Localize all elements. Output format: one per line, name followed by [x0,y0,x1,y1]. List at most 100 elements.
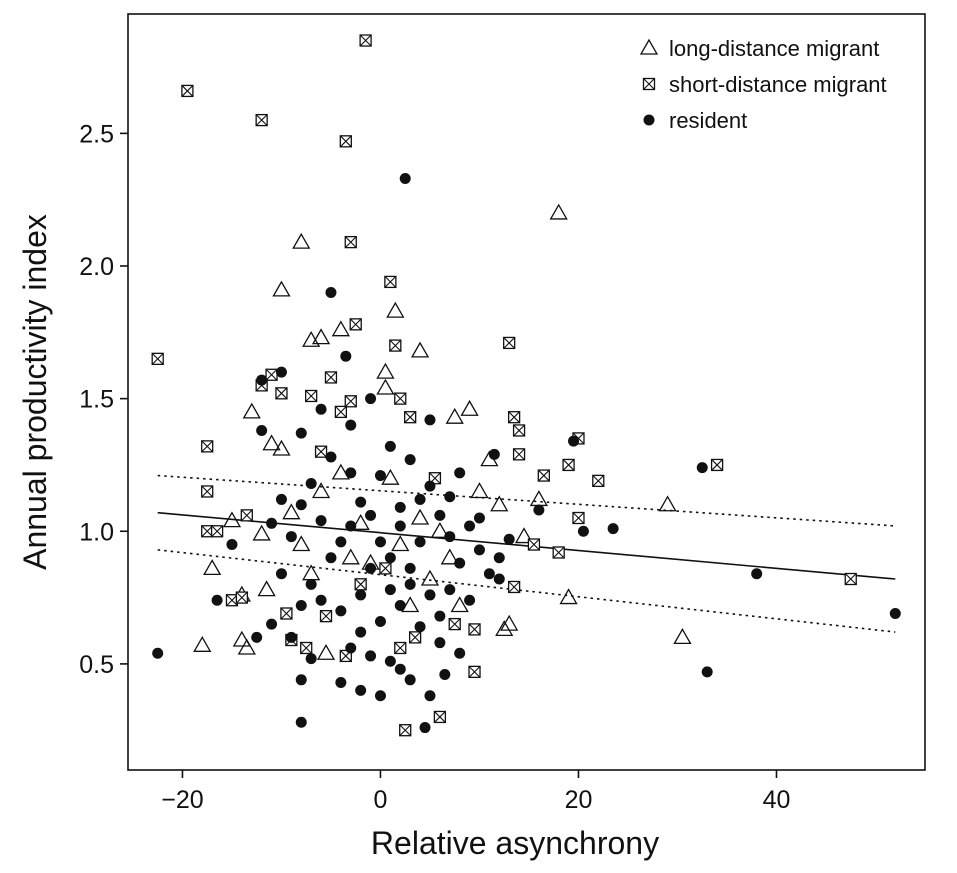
y-tick-label: 1.5 [79,386,114,414]
short-distance-point [385,276,396,287]
short-distance-point [340,136,351,147]
legend-marker [644,79,655,90]
resident-point [325,451,336,462]
resident-point [400,173,411,184]
resident-point [434,637,445,648]
short-distance-point [281,608,292,619]
long-distance-point [377,380,393,394]
resident-point [454,558,465,569]
long-distance-point [491,497,507,511]
plot-frame [128,14,925,770]
resident-point [152,648,163,659]
resident-point [474,544,485,555]
short-distance-point [573,513,584,524]
resident-point [212,595,223,606]
resident-point [375,616,386,627]
resident-point [415,621,426,632]
resident-point [306,653,317,664]
short-distance-point [593,475,604,486]
resident-point [424,481,435,492]
resident-point [256,425,267,436]
long-distance-point [660,497,676,511]
long-distance-point [377,364,393,378]
resident-point [276,568,287,579]
short-distance-point [355,579,366,590]
short-distance-point [434,711,445,722]
resident-point [444,531,455,542]
short-distance-point [538,470,549,481]
resident-point [385,441,396,452]
resident-point [464,520,475,531]
confidence-band-line [158,476,896,526]
short-distance-point [345,237,356,248]
resident-point [375,536,386,547]
short-distance-point [504,337,515,348]
resident-point [355,497,366,508]
long-distance-point [447,409,463,423]
resident-point [345,420,356,431]
resident-point [256,375,267,386]
resident-point [355,627,366,638]
long-distance-point [259,582,275,596]
short-distance-point [410,632,421,643]
resident-point [890,608,901,619]
long-distance-point [313,330,329,344]
resident-point [335,536,346,547]
legend: long-distance migrantshort-distance migr… [641,36,887,133]
long-distance-point [318,645,334,659]
resident-point [345,642,356,653]
resident-point [276,367,287,378]
short-distance-point [345,396,356,407]
x-axis-title: Relative asynchrony [371,825,659,861]
resident-point [395,600,406,611]
resident-point [439,669,450,680]
resident-point [226,539,237,550]
resident-point [395,664,406,675]
short-distance-point [182,85,193,96]
resident-point [251,632,262,643]
short-distance-point [301,642,312,653]
short-distance-point [514,449,525,460]
resident-point [578,526,589,537]
resident-point [751,568,762,579]
resident-point [608,523,619,534]
short-distance-point [241,510,252,521]
long-distance-point [392,537,408,551]
legend-marker [644,115,655,126]
short-distance-point [395,393,406,404]
long-distance-point [561,590,577,604]
resident-point [276,494,287,505]
short-distance-point [845,574,856,585]
resident-point [296,600,307,611]
resident-point [385,584,396,595]
resident-point [454,648,465,659]
long-distance-point [462,401,478,415]
resident-point [494,552,505,563]
resident-point [454,467,465,478]
y-tick-label: 2.0 [79,253,114,281]
long-distance-point [234,632,250,646]
short-distance-point [266,369,277,380]
short-distance-point [360,35,371,46]
long-distance-point [204,560,220,574]
resident-point [424,414,435,425]
resident-point [533,505,544,516]
resident-point [340,351,351,362]
legend-label: resident [669,108,747,133]
resident-point [385,656,396,667]
resident-point [444,491,455,502]
resident-point [375,470,386,481]
short-distance-point [350,319,361,330]
short-distance-point [405,412,416,423]
legend-marker [641,40,657,54]
resident-point [424,589,435,600]
short-distance-point [202,441,213,452]
resident-point [434,510,445,521]
resident-point [316,404,327,415]
resident-point [316,515,327,526]
long-distance-point [293,234,309,248]
resident-point [405,454,416,465]
resident-point [420,722,431,733]
short-distance-point [335,406,346,417]
resident-point [504,534,515,545]
